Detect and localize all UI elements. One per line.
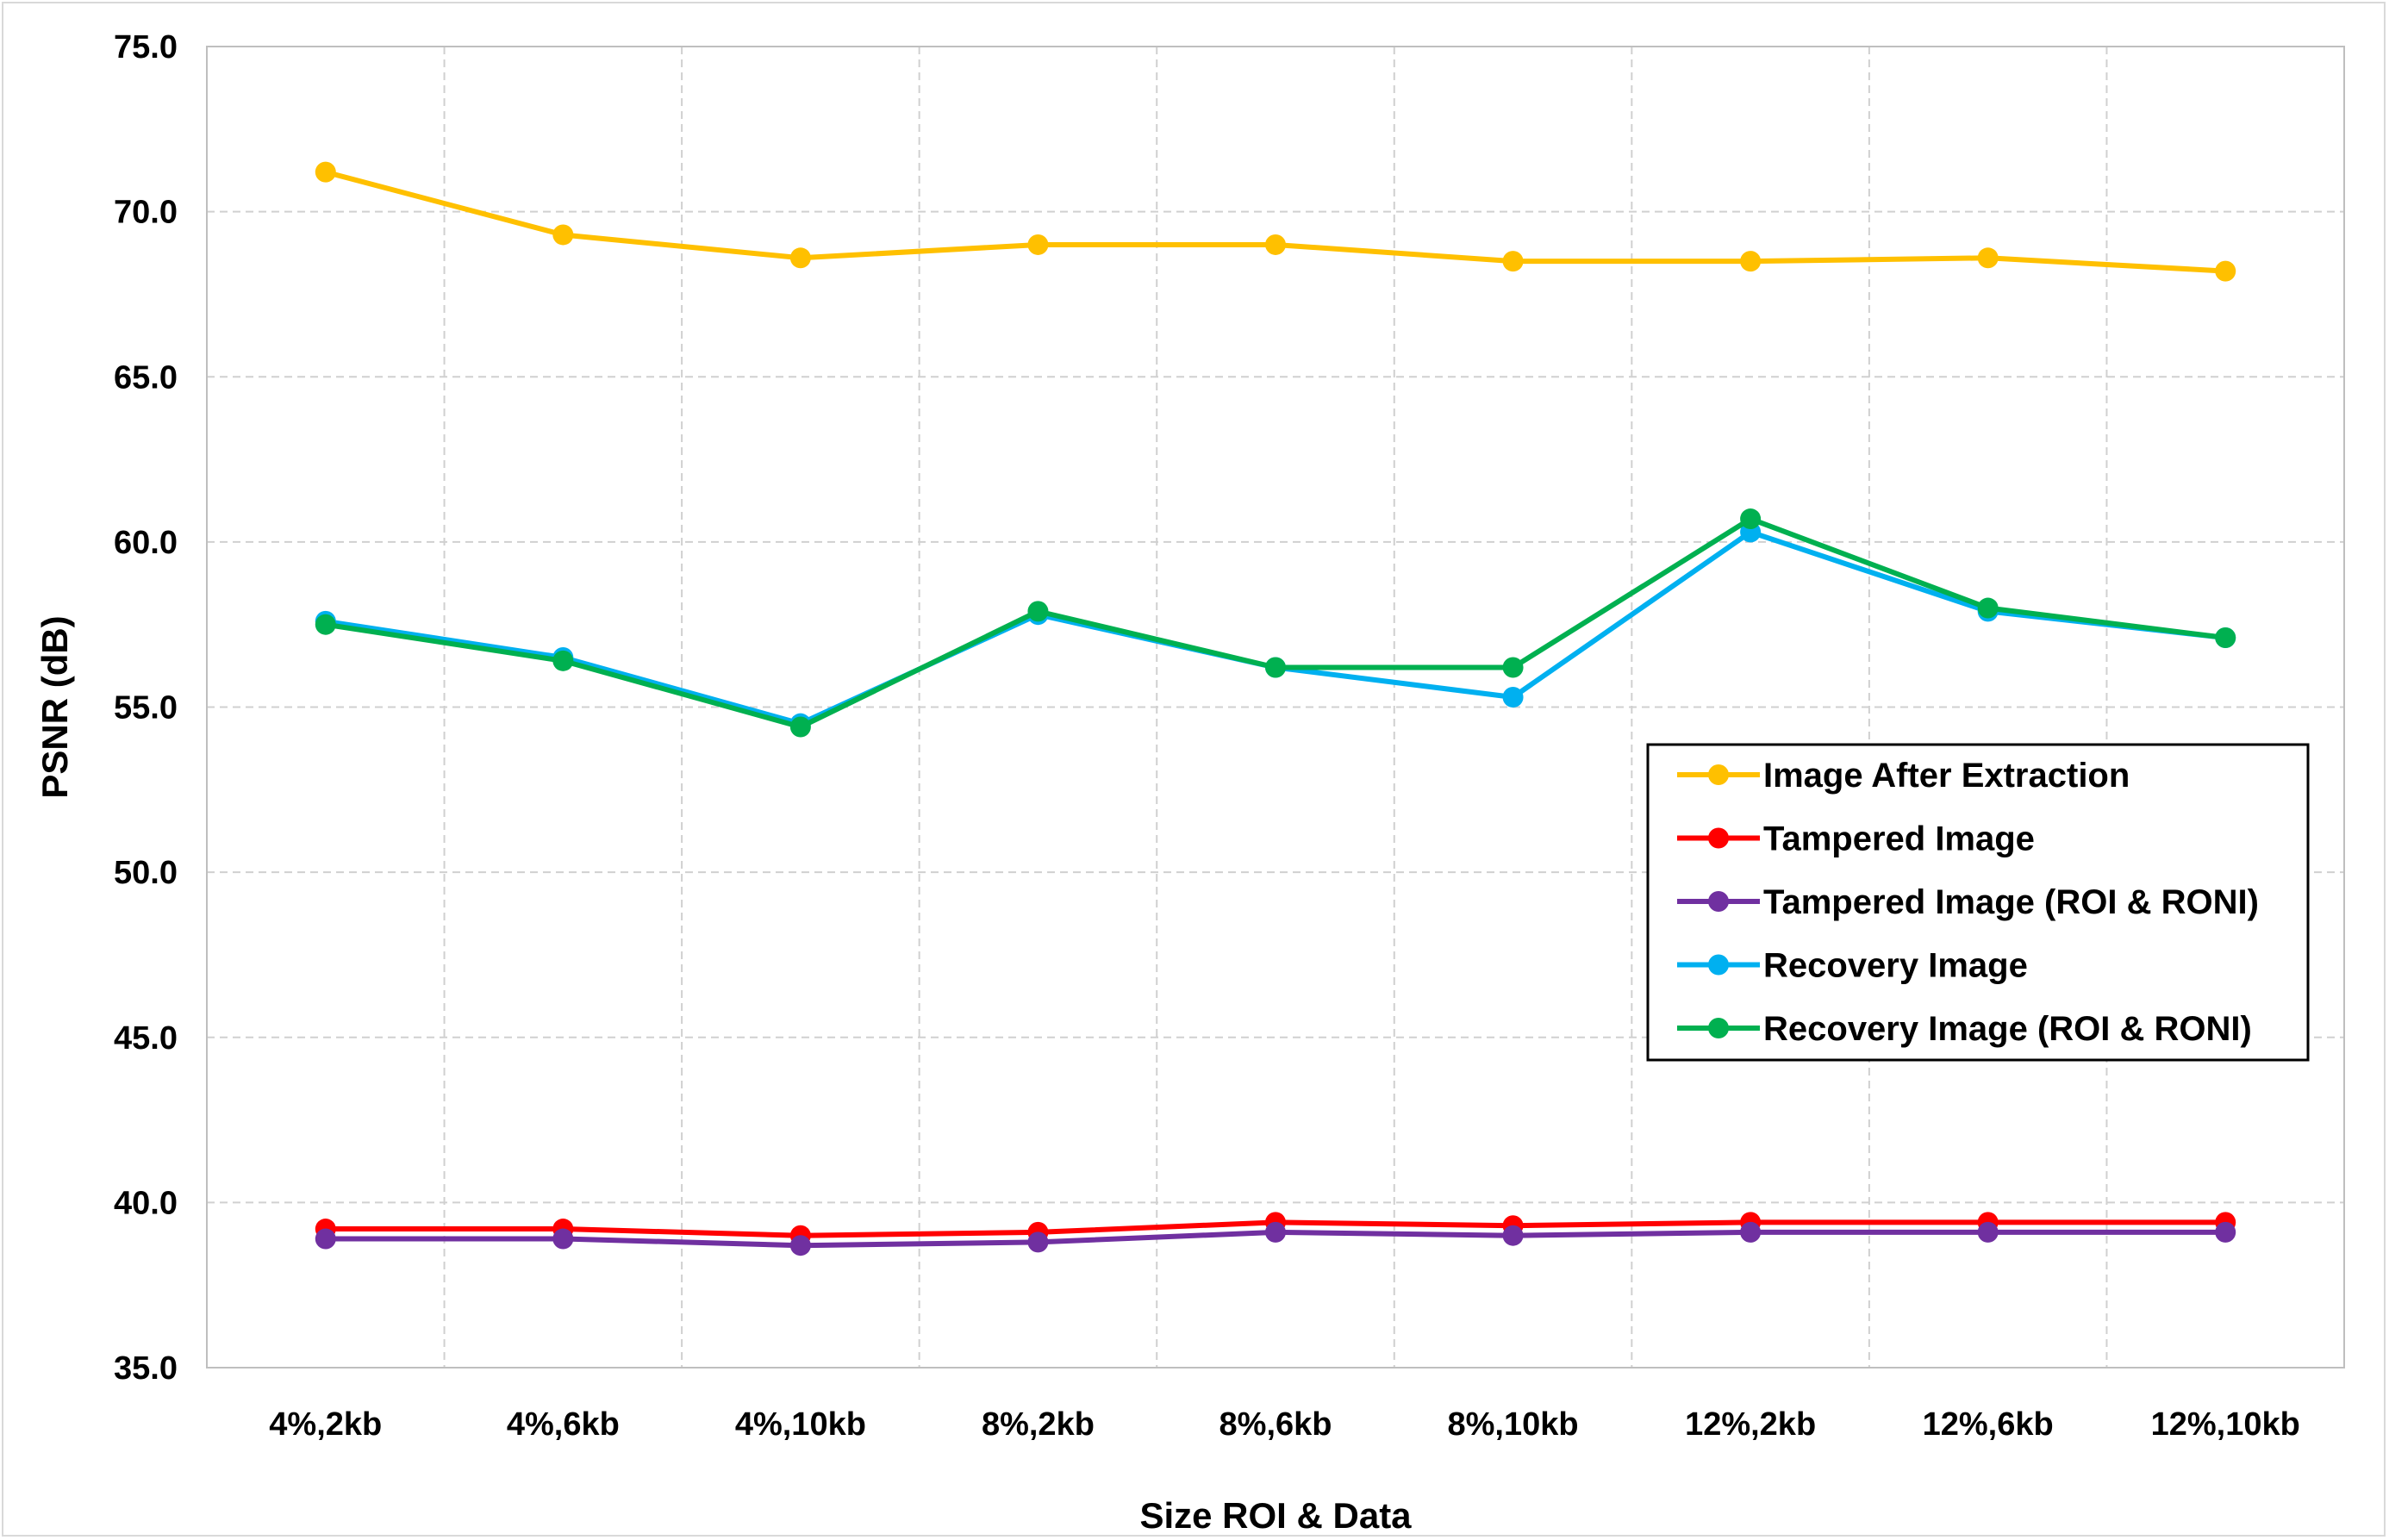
data-point (315, 614, 336, 635)
legend-item: Recovery Image (ROI & RONI) (1677, 1010, 2252, 1048)
series-2 (315, 1221, 2236, 1256)
data-point (1027, 1231, 1049, 1253)
data-point (1740, 508, 1762, 530)
data-point (315, 161, 336, 183)
data-point (2215, 1221, 2236, 1243)
legend-swatch-marker (1708, 954, 1729, 976)
x-tick-label: 8%,6kb (1219, 1406, 1332, 1443)
legend-items: Image After Extraction Tampered Image Tamp… (1677, 757, 2259, 1048)
x-tick-label: 4%,10kb (735, 1406, 866, 1443)
data-point (1977, 597, 1999, 619)
y-tick-label: 70.0 (114, 195, 178, 231)
data-point (1265, 657, 1286, 678)
data-point (1977, 1221, 1999, 1243)
legend-swatch-marker (1708, 1018, 1729, 1038)
series-line (325, 529, 2226, 726)
data-point (2215, 260, 2236, 282)
legend-label: Tampered Image (ROI & RONI) (1763, 883, 2259, 921)
legend-label: Recovery Image (ROI & RONI) (1763, 1010, 2252, 1048)
data-point (1740, 1221, 1762, 1243)
legend: Image After Extraction Tampered Image Tamp… (1646, 743, 2310, 1062)
data-point (552, 650, 574, 671)
x-tick-label: 8%,10kb (1448, 1406, 1579, 1443)
legend-item: Image After Extraction (1677, 757, 2130, 795)
x-tick-label: 8%,2kb (982, 1406, 1095, 1443)
data-point (789, 247, 811, 269)
x-axis-title: Size ROI & Data (1139, 1495, 1412, 1536)
legend-item: Tampered Image (ROI & RONI) (1677, 883, 2259, 921)
data-point (552, 224, 574, 246)
legend-item: Recovery Image (1677, 947, 2028, 985)
x-tick-label: 12%,10kb (2151, 1406, 2300, 1443)
y-tick-label: 65.0 (114, 359, 178, 396)
data-point (1502, 1225, 1524, 1246)
legend-swatch-marker (1708, 764, 1729, 785)
series-4 (315, 508, 2236, 738)
data-point (789, 1235, 811, 1256)
series-line (325, 516, 2226, 730)
x-tick-label: 12%,6kb (1923, 1406, 2054, 1443)
data-point (2215, 627, 2236, 649)
data-point (1265, 1221, 1286, 1243)
data-point (552, 1228, 574, 1250)
legend-label: Tampered Image (1763, 820, 2035, 858)
y-tick-label: 55.0 (114, 690, 178, 726)
data-point (1740, 251, 1762, 272)
series-3 (315, 521, 2236, 734)
data-point (1977, 247, 1999, 269)
legend-label: Image After Extraction (1763, 757, 2130, 795)
data-point (789, 716, 811, 738)
data-point (1265, 234, 1286, 255)
series-lines (315, 161, 2236, 1256)
data-point (1027, 234, 1049, 255)
legend-label: Recovery Image (1763, 947, 2028, 985)
legend-item: Tampered Image (1677, 820, 2035, 858)
y-tick-label: 75.0 (114, 29, 178, 65)
y-tick-label: 40.0 (114, 1185, 178, 1221)
x-tick-label: 4%,6kb (507, 1406, 620, 1443)
data-point (1502, 251, 1524, 272)
data-point (1027, 601, 1049, 622)
data-point (315, 1228, 336, 1250)
y-axis-ticks: 35.0 40.0 45.0 50.0 55.0 60.0 65.0 70.0 75.0 (114, 29, 178, 1387)
y-tick-label: 45.0 (114, 1020, 178, 1057)
legend-swatch-marker (1708, 827, 1729, 849)
legend-swatch-marker (1708, 891, 1729, 912)
data-point (1502, 687, 1524, 708)
x-axis-ticks: 4%,2kb 4%,6kb 4%,10kb 8%,2kb 8%,6kb 8%,10kb 12… (269, 1406, 2300, 1443)
x-tick-label: 4%,2kb (269, 1406, 382, 1443)
x-tick-label: 12%,2kb (1685, 1406, 1816, 1443)
series-0 (315, 161, 2236, 282)
y-tick-label: 50.0 (114, 855, 178, 891)
series-line (325, 169, 2226, 274)
y-tick-label: 60.0 (114, 525, 178, 561)
y-tick-label: 35.0 (114, 1350, 178, 1387)
plot-area-border (206, 46, 2345, 1369)
y-axis-title: PSNR (dB) (34, 615, 75, 798)
data-point (1502, 657, 1524, 678)
